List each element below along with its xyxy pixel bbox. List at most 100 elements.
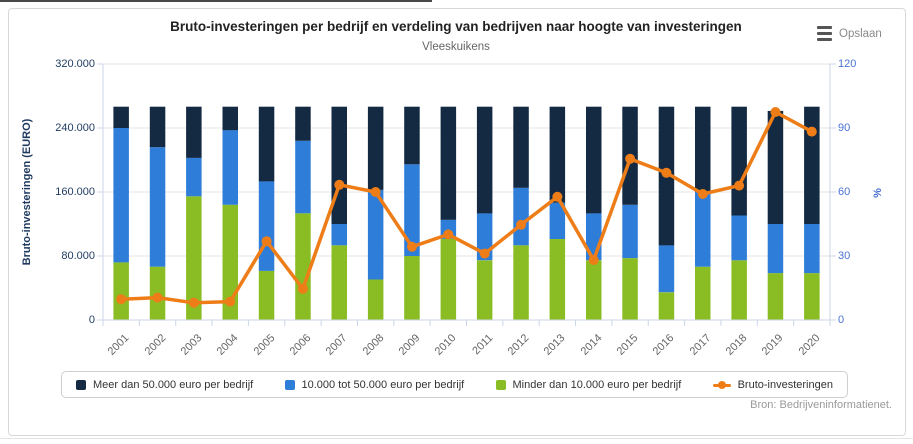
bar-segment-2010[interactable] xyxy=(440,238,457,320)
left-axis-tick-label: 320.000 xyxy=(55,57,95,70)
bar-segment-2019[interactable] xyxy=(767,110,784,224)
line-point-2016[interactable] xyxy=(661,167,672,178)
left-axis-tick-label: 80.000 xyxy=(61,249,95,262)
bar-segment-2016[interactable] xyxy=(658,245,675,293)
line-point-2004[interactable] xyxy=(225,296,236,307)
line-point-2014[interactable] xyxy=(588,255,599,265)
bar-segment-2020[interactable] xyxy=(804,106,820,224)
bar-segment-2003[interactable] xyxy=(186,196,202,320)
right-axis-tick-label: 30 xyxy=(838,249,851,262)
bar-segment-2002[interactable] xyxy=(149,147,166,267)
bar-segment-2001[interactable] xyxy=(113,262,129,320)
line-point-2002[interactable] xyxy=(152,292,163,303)
bar-segment-2014[interactable] xyxy=(586,106,602,214)
bar-segment-2003[interactable] xyxy=(186,157,202,197)
line-point-2019[interactable] xyxy=(770,107,781,117)
bar-segment-2018[interactable] xyxy=(731,215,747,261)
legend-line-marker-icon xyxy=(712,380,731,390)
bar-segment-2005[interactable] xyxy=(258,270,275,320)
legend-label: 10.000 tot 50.000 euro per bedrijf xyxy=(301,378,465,391)
chart-subtitle: Vleeskuikens xyxy=(422,41,490,53)
line-point-2006[interactable] xyxy=(297,283,308,294)
bar-segment-2001[interactable] xyxy=(113,106,129,128)
line-point-2017[interactable] xyxy=(697,189,708,199)
bar-segment-2014[interactable] xyxy=(586,260,602,320)
line-point-2001[interactable] xyxy=(116,294,127,305)
right-axis-tick-label: 0 xyxy=(838,313,845,326)
line-point-2005[interactable] xyxy=(261,236,272,247)
right-axis-tick-label: 120 xyxy=(838,57,857,70)
legend-item-2[interactable]: Minder dan 10.000 euro per bedrijf xyxy=(495,379,681,391)
export-label: Opslaan xyxy=(839,27,882,40)
bar-segment-2005[interactable] xyxy=(258,106,275,182)
bar-segment-2018[interactable] xyxy=(731,106,747,216)
bar-segment-2017[interactable] xyxy=(695,106,711,192)
line-point-2009[interactable] xyxy=(407,241,417,252)
bar-segment-2018[interactable] xyxy=(731,260,747,320)
bar-segment-2013[interactable] xyxy=(549,238,566,320)
bar-segment-2004[interactable] xyxy=(222,130,239,205)
bar-segment-2011[interactable] xyxy=(476,260,493,320)
line-point-2013[interactable] xyxy=(552,191,563,202)
bar-segment-2008[interactable] xyxy=(367,106,384,190)
bar-segment-2012[interactable] xyxy=(513,245,529,320)
bar-segment-2007[interactable] xyxy=(331,245,348,320)
bar-segment-2004[interactable] xyxy=(222,106,239,131)
bar-segment-2009[interactable] xyxy=(404,256,420,320)
legend-swatch-icon xyxy=(495,379,506,390)
page-bottom-rule xyxy=(0,438,913,439)
bar-segment-2012[interactable] xyxy=(513,106,529,188)
hamburger-menu-icon[interactable] xyxy=(817,26,832,41)
bar-segment-2013[interactable] xyxy=(549,106,566,203)
bar-segment-2002[interactable] xyxy=(149,106,166,148)
bar-segment-2005[interactable] xyxy=(258,181,275,271)
line-point-2020[interactable] xyxy=(806,126,817,137)
line-point-2007[interactable] xyxy=(334,179,345,190)
bar-segment-2020[interactable] xyxy=(804,224,820,274)
bar-segment-2006[interactable] xyxy=(295,213,311,320)
left-axis-tick-label: 0 xyxy=(88,313,95,326)
right-axis-tick-label: 90 xyxy=(838,121,851,134)
legend-item-3[interactable]: Bruto-investeringen xyxy=(712,378,833,391)
line-series xyxy=(119,110,814,305)
legend-item-0[interactable]: Meer dan 50.000 euro per bedrijf xyxy=(76,379,253,391)
line-point-2015[interactable] xyxy=(625,153,636,164)
legend: Meer dan 50.000 euro per bedrijf 10.000 t… xyxy=(61,371,848,398)
bar-segment-2017[interactable] xyxy=(695,192,711,267)
bar-segment-2003[interactable] xyxy=(186,106,202,158)
bar-segment-2011[interactable] xyxy=(476,106,493,214)
bar-segment-2008[interactable] xyxy=(367,189,384,280)
bar-segment-2016[interactable] xyxy=(658,292,675,320)
line-point-2008[interactable] xyxy=(370,187,381,197)
bar-segment-2015[interactable] xyxy=(622,258,638,320)
line-point-2010[interactable] xyxy=(443,229,454,240)
export-menu-button[interactable]: Opslaan xyxy=(817,26,882,41)
bar-segment-2015[interactable] xyxy=(622,204,638,259)
bar-segment-2009[interactable] xyxy=(404,106,420,165)
legend-item-1[interactable]: 10.000 tot 50.000 euro per bedrijf xyxy=(284,378,465,391)
bar-segment-2019[interactable] xyxy=(767,273,784,320)
bar-segment-2007[interactable] xyxy=(331,224,348,246)
line-point-2012[interactable] xyxy=(516,219,526,230)
line-point-2003[interactable] xyxy=(188,297,199,308)
legend-swatch-icon xyxy=(284,379,295,390)
line-point-2011[interactable] xyxy=(479,248,490,259)
bar-segment-2010[interactable] xyxy=(440,106,457,220)
bar-segment-2008[interactable] xyxy=(367,279,384,321)
bar-segment-2004[interactable] xyxy=(222,204,239,320)
bar-segment-2006[interactable] xyxy=(295,106,311,141)
bar-segment-2001[interactable] xyxy=(113,128,129,263)
bar-segment-2017[interactable] xyxy=(695,266,711,320)
left-axis-tick-label: 160.000 xyxy=(55,185,95,198)
right-axis-tick-label: 60 xyxy=(838,185,851,198)
line-point-2018[interactable] xyxy=(734,180,745,191)
bar-segment-2007[interactable] xyxy=(331,106,348,224)
legend-label: Bruto-investeringen xyxy=(737,378,833,391)
bar-segment-2013[interactable] xyxy=(549,202,566,239)
bar-segment-2019[interactable] xyxy=(767,224,784,274)
bar-segment-2012[interactable] xyxy=(513,187,529,246)
bar-segment-2006[interactable] xyxy=(295,140,311,214)
bar-segment-2009[interactable] xyxy=(404,164,420,256)
bar-segment-2020[interactable] xyxy=(804,273,820,320)
